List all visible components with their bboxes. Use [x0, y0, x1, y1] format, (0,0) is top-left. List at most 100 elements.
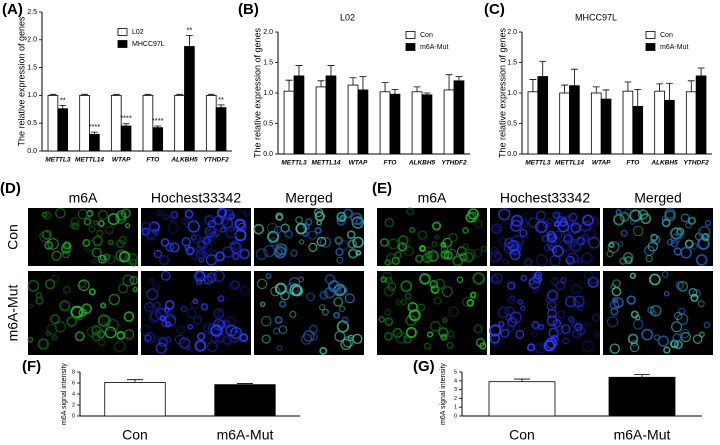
cell [195, 278, 203, 285]
cell [197, 238, 209, 250]
cell [239, 248, 250, 260]
error-bar [327, 65, 335, 76]
cell [339, 286, 348, 295]
cell [398, 235, 409, 246]
cell [303, 330, 315, 342]
cell [400, 280, 413, 293]
cell [148, 312, 159, 324]
cell [164, 310, 171, 317]
cell [324, 287, 336, 299]
cell [531, 329, 539, 337]
cell [295, 216, 303, 224]
y-tick-label: 1.5 [27, 64, 37, 71]
cell [284, 229, 294, 239]
cell [688, 287, 698, 297]
bar [215, 107, 227, 152]
error-bar [445, 74, 453, 90]
cell [319, 236, 332, 248]
error-bar [317, 80, 325, 87]
bar [120, 125, 132, 152]
cell [239, 333, 249, 343]
cell [51, 334, 58, 341]
cell [473, 324, 483, 334]
x-tick-label: YTHDF2 [441, 160, 467, 167]
cell [546, 230, 556, 240]
error-bar [602, 89, 610, 100]
legend-swatch [645, 31, 656, 39]
cell [648, 273, 661, 286]
row-label: m6A-Mut [5, 285, 21, 342]
cell [83, 239, 96, 252]
cell [535, 253, 549, 267]
cell [572, 300, 581, 309]
cell [680, 328, 690, 339]
bar [590, 92, 602, 155]
cell [124, 223, 131, 229]
cell [185, 344, 192, 351]
cell [384, 331, 393, 341]
bar [325, 75, 337, 155]
cell [266, 222, 279, 235]
cell [180, 305, 188, 312]
cell [666, 238, 674, 246]
cell [27, 279, 40, 292]
cell [237, 222, 247, 232]
cell [143, 302, 154, 312]
cell [140, 324, 152, 336]
error-bar [539, 60, 547, 77]
cell [684, 239, 694, 249]
cell [108, 293, 121, 306]
cell [548, 327, 560, 339]
cell [255, 248, 268, 261]
column-label: Hochest33342 [500, 190, 591, 206]
cell [583, 322, 589, 328]
cell [556, 310, 566, 319]
cell [634, 314, 641, 321]
cell [51, 250, 62, 261]
cell [54, 321, 66, 333]
cell [533, 274, 543, 284]
cell [560, 324, 571, 334]
cell [216, 310, 225, 318]
cell [554, 325, 565, 335]
error-bar [634, 88, 642, 107]
cell [671, 321, 683, 333]
cell [670, 239, 679, 248]
cell [424, 246, 434, 256]
cell [633, 225, 644, 237]
column-label: Merged [285, 190, 332, 206]
error-bar [514, 378, 530, 382]
cell [456, 276, 464, 284]
cell [494, 225, 501, 232]
cell [165, 242, 175, 252]
error-bar [295, 65, 303, 76]
cell [146, 301, 153, 308]
y-tick-label: 1.5 [263, 59, 273, 66]
cell [565, 255, 575, 265]
cell [498, 208, 511, 221]
cell [640, 213, 652, 225]
cell [165, 321, 172, 328]
column-label: Merged [634, 190, 681, 206]
cell [459, 252, 468, 262]
cell [336, 211, 347, 223]
cell [205, 254, 217, 266]
bar [632, 106, 644, 155]
column-label: m6A [418, 190, 447, 206]
y-tick-label: 1 [454, 405, 457, 411]
cell [395, 331, 408, 344]
cell [589, 276, 598, 285]
cell [661, 215, 668, 222]
cell [462, 296, 473, 308]
cell [210, 275, 217, 282]
error-bar [112, 93, 120, 96]
cell [190, 234, 197, 241]
bar [57, 108, 69, 152]
y-tick-label: 6 [72, 380, 75, 386]
cell [490, 246, 499, 256]
error-bar [359, 76, 367, 90]
cell [50, 314, 60, 324]
cell [551, 247, 558, 254]
cell [28, 303, 34, 309]
cell [184, 217, 195, 229]
